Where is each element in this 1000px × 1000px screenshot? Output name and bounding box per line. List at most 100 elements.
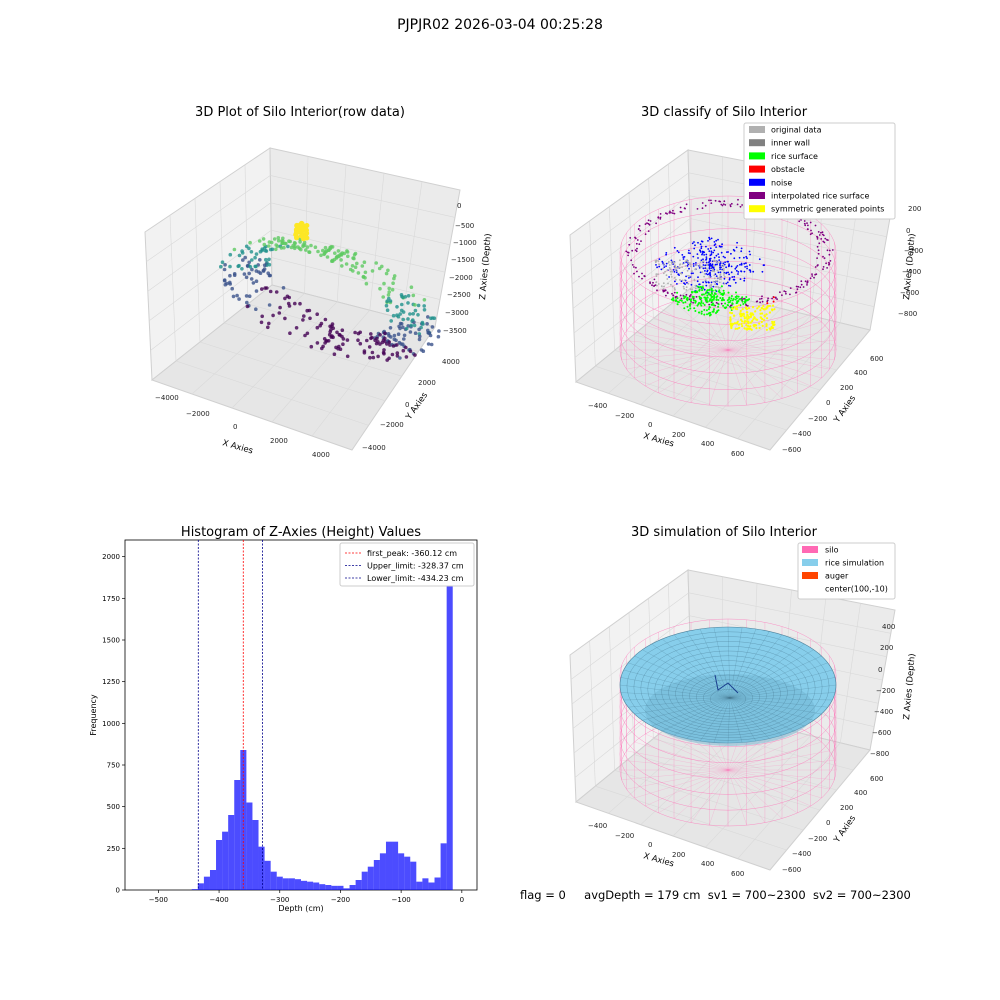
classified-point [722, 293, 725, 295]
classified-point [676, 250, 679, 252]
classified-point [740, 270, 742, 272]
classified-point [701, 202, 704, 204]
classified-point [804, 280, 807, 283]
classified-point [684, 301, 687, 304]
classified-point [806, 222, 808, 224]
classify-3d-plot: 3D classify of Silo Interior −400 −200 0… [569, 105, 923, 458]
classified-point [726, 304, 729, 306]
classified-point [784, 290, 787, 293]
classified-point [762, 319, 766, 322]
scatter-point [232, 247, 237, 252]
wire-spoke [658, 769, 729, 814]
scatter-point [222, 267, 227, 272]
classified-point [660, 268, 663, 271]
scatter-point [404, 345, 408, 350]
classified-point [712, 309, 715, 311]
wire-spoke [690, 769, 729, 823]
scatter-point [398, 326, 402, 331]
classified-point [708, 281, 710, 284]
classified-point [694, 244, 696, 247]
classified-point [728, 284, 730, 287]
classified-point [689, 302, 692, 305]
scatter-point [258, 271, 263, 275]
classified-point [715, 301, 718, 304]
classified-point [697, 241, 699, 244]
surface-mesh-line [673, 697, 731, 736]
scatter-point [225, 281, 229, 286]
y-tick: 200 [840, 384, 853, 392]
classified-point [705, 281, 708, 284]
classified-point [678, 263, 681, 266]
legend-label: rice surface [771, 152, 818, 161]
y-tick-label: 1250 [102, 678, 120, 686]
histogram-legend: first_peak: -360.12 cm Upper_limit: -328.… [339, 542, 475, 587]
classified-point [776, 298, 778, 300]
wire-spoke [727, 769, 830, 790]
classified-point [727, 291, 730, 294]
classified-point [662, 272, 665, 275]
classified-point [713, 304, 715, 307]
classified-point [749, 313, 752, 316]
simulation-plot-title: 3D simulation of Silo Interior [631, 525, 818, 540]
classified-point [677, 266, 680, 268]
wire-spoke [645, 349, 729, 387]
classified-point [673, 276, 676, 279]
classified-point [629, 237, 632, 239]
scatter-point [346, 254, 350, 259]
classified-point [698, 288, 701, 291]
grid-line [336, 164, 347, 302]
scatter-point [385, 308, 390, 312]
classified-point [689, 265, 692, 268]
scatter-point [254, 269, 259, 273]
classified-point [828, 261, 830, 264]
classified-point [818, 234, 821, 236]
classified-point [752, 318, 755, 321]
wire-spoke [727, 769, 811, 807]
classified-point [727, 260, 729, 263]
scatter-point [399, 342, 403, 346]
classified-point [721, 297, 724, 299]
scatter-point [401, 325, 405, 330]
classified-point [816, 245, 819, 248]
histogram-bar [197, 883, 204, 890]
raw-plot-title: 3D Plot of Silo Interior(row data) [195, 105, 405, 120]
legend-swatch [749, 139, 765, 147]
scatter-point [254, 289, 259, 293]
classified-point [728, 296, 731, 299]
classified-point [795, 291, 798, 294]
classified-point [680, 297, 683, 300]
classified-point [718, 256, 720, 258]
scatter-point [301, 244, 305, 249]
grid-lines [146, 156, 456, 437]
scatter-point [381, 295, 385, 299]
scatter-point [406, 317, 410, 321]
z-tick: −3500 [443, 327, 467, 335]
classified-point [703, 296, 706, 299]
classified-point [748, 269, 751, 271]
classified-point [702, 258, 704, 261]
classified-point [822, 268, 824, 271]
classified-point [665, 274, 668, 277]
classified-point [735, 297, 738, 300]
scatter-point [340, 334, 344, 339]
classified-point [641, 272, 643, 275]
histogram-bar [367, 866, 374, 890]
classified-point [714, 283, 716, 285]
surface-mesh-line [729, 697, 822, 715]
wire-spoke [727, 321, 822, 351]
x-tick-label: −300 [270, 896, 289, 904]
classified-point [673, 270, 676, 273]
scatter-point [386, 268, 390, 273]
z-tick: 0 [878, 666, 882, 674]
scatter-point [335, 330, 339, 335]
scatter-point [411, 312, 416, 316]
classified-point [746, 265, 748, 268]
classified-point [670, 259, 673, 262]
classified-point [761, 270, 764, 273]
scatter-point [378, 286, 382, 291]
classified-point [729, 306, 732, 309]
scatter-point [369, 336, 373, 341]
classified-point [733, 322, 737, 325]
classified-point [809, 277, 812, 280]
classified-point [724, 204, 727, 206]
